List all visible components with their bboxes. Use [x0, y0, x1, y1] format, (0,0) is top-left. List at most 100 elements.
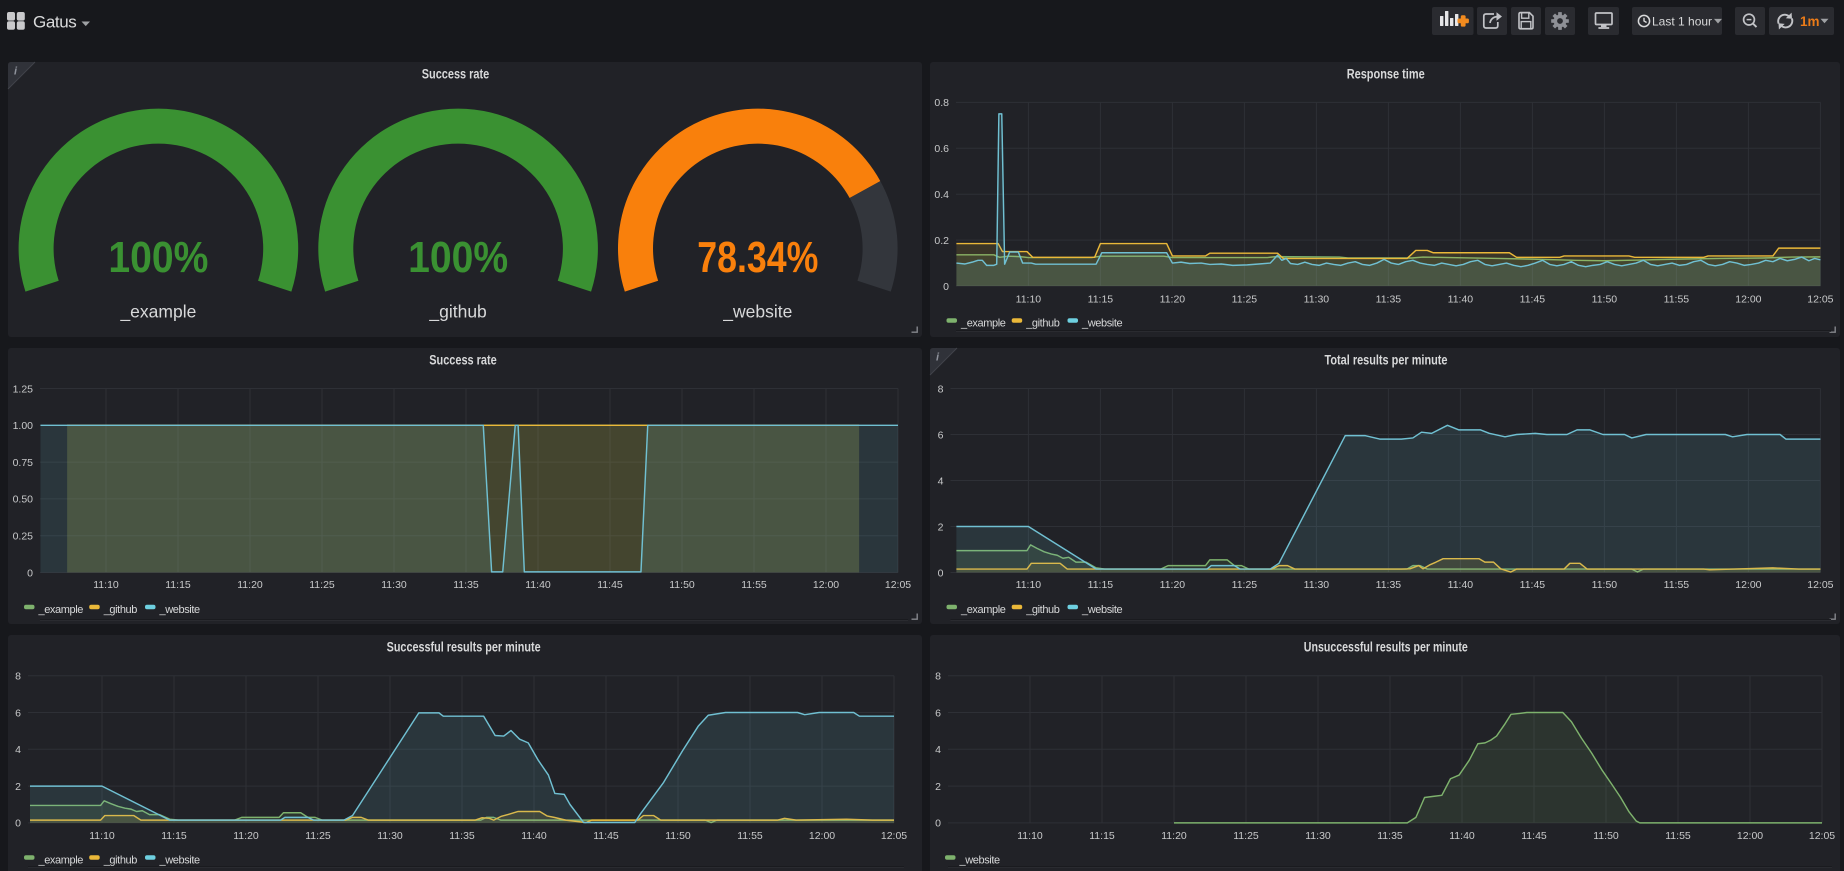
svg-text:6: 6: [935, 707, 941, 719]
svg-text:11:20: 11:20: [1161, 830, 1187, 842]
svg-text:0.25: 0.25: [13, 531, 34, 543]
svg-text:12:05: 12:05: [881, 830, 907, 842]
svg-text:12:05: 12:05: [885, 579, 911, 591]
svg-text:100%: 100%: [108, 233, 208, 282]
svg-text:i: i: [936, 352, 940, 364]
svg-text:11:45: 11:45: [593, 830, 619, 842]
svg-text:11:30: 11:30: [1305, 830, 1331, 842]
svg-text:11:35: 11:35: [1376, 293, 1402, 305]
svg-text:0.8: 0.8: [934, 97, 949, 109]
svg-text:Total results per minute: Total results per minute: [1325, 352, 1448, 367]
svg-text:11:50: 11:50: [1592, 293, 1618, 305]
svg-text:12:05: 12:05: [1809, 830, 1835, 842]
svg-text:11:25: 11:25: [1232, 579, 1258, 591]
svg-text:Successful results per minute: Successful results per minute: [387, 639, 541, 654]
svg-text:_github: _github: [1025, 317, 1060, 329]
svg-text:12:00: 12:00: [1735, 293, 1761, 305]
svg-text:12:00: 12:00: [1735, 579, 1761, 591]
svg-text:_website: _website: [159, 854, 200, 866]
svg-text:0: 0: [935, 818, 941, 830]
svg-text:Response time: Response time: [1347, 66, 1425, 81]
svg-text:_example: _example: [960, 604, 1006, 616]
svg-text:11:25: 11:25: [305, 830, 331, 842]
svg-text:11:25: 11:25: [309, 579, 335, 591]
svg-text:11:15: 11:15: [161, 830, 187, 842]
svg-text:11:50: 11:50: [1592, 579, 1618, 591]
svg-text:0.50: 0.50: [13, 494, 34, 506]
svg-text:11:10: 11:10: [1017, 830, 1043, 842]
svg-text:12:00: 12:00: [809, 830, 835, 842]
svg-text:0: 0: [15, 818, 21, 830]
svg-text:11:10: 11:10: [1016, 293, 1042, 305]
svg-text:0: 0: [938, 567, 944, 579]
svg-text:11:40: 11:40: [1448, 579, 1474, 591]
svg-text:6: 6: [938, 429, 944, 441]
svg-text:11:10: 11:10: [89, 830, 115, 842]
svg-text:4: 4: [938, 475, 944, 487]
svg-text:11:30: 11:30: [1304, 579, 1330, 591]
svg-text:11:15: 11:15: [1088, 293, 1114, 305]
svg-text:_website: _website: [159, 604, 200, 616]
svg-text:11:45: 11:45: [597, 579, 623, 591]
svg-text:Gatus: Gatus: [33, 13, 76, 32]
svg-text:11:30: 11:30: [381, 579, 407, 591]
svg-text:_example: _example: [38, 854, 84, 866]
svg-text:11:40: 11:40: [1449, 830, 1475, 842]
svg-text:0.4: 0.4: [934, 189, 949, 201]
svg-text:11:55: 11:55: [741, 579, 767, 591]
svg-text:11:50: 11:50: [665, 830, 691, 842]
svg-text:11:10: 11:10: [93, 579, 119, 591]
svg-text:11:10: 11:10: [1016, 579, 1042, 591]
svg-text:11:55: 11:55: [1664, 579, 1690, 591]
svg-text:_example: _example: [119, 302, 196, 323]
svg-text:11:35: 11:35: [1376, 579, 1402, 591]
svg-text:8: 8: [15, 671, 21, 683]
svg-text:11:40: 11:40: [1448, 293, 1474, 305]
svg-text:1.25: 1.25: [13, 383, 34, 395]
svg-text:12:05: 12:05: [1807, 579, 1833, 591]
svg-text:_website: _website: [1081, 604, 1122, 616]
svg-text:0.6: 0.6: [934, 143, 949, 155]
svg-text:11:25: 11:25: [1232, 293, 1258, 305]
svg-text:11:20: 11:20: [237, 579, 263, 591]
svg-text:11:30: 11:30: [1304, 293, 1330, 305]
svg-text:12:05: 12:05: [1807, 293, 1833, 305]
svg-text:_website: _website: [722, 302, 792, 323]
svg-text:11:20: 11:20: [1160, 293, 1186, 305]
svg-text:4: 4: [935, 744, 941, 756]
svg-text:0: 0: [943, 281, 949, 293]
svg-text:11:15: 11:15: [1088, 579, 1114, 591]
svg-text:_github: _github: [103, 604, 138, 616]
svg-text:11:45: 11:45: [1521, 830, 1547, 842]
svg-text:100%: 100%: [408, 233, 508, 282]
svg-text:_example: _example: [960, 317, 1006, 329]
svg-text:11:40: 11:40: [525, 579, 551, 591]
svg-text:4: 4: [15, 744, 21, 756]
svg-text:11:45: 11:45: [1520, 293, 1546, 305]
svg-text:11:20: 11:20: [233, 830, 259, 842]
svg-text:11:15: 11:15: [165, 579, 191, 591]
svg-text:_github: _github: [103, 854, 138, 866]
svg-text:12:00: 12:00: [1737, 830, 1763, 842]
svg-text:11:40: 11:40: [521, 830, 547, 842]
svg-text:11:50: 11:50: [669, 579, 695, 591]
svg-text:Success rate: Success rate: [422, 66, 490, 81]
svg-text:11:55: 11:55: [1664, 293, 1690, 305]
svg-text:_github: _github: [1025, 604, 1060, 616]
svg-text:11:35: 11:35: [453, 579, 479, 591]
svg-text:Success rate: Success rate: [429, 352, 497, 367]
svg-text:11:15: 11:15: [1089, 830, 1115, 842]
svg-text:_example: _example: [38, 604, 84, 616]
svg-text:Last 1 hour: Last 1 hour: [1652, 14, 1712, 28]
svg-text:0.75: 0.75: [13, 457, 34, 469]
svg-text:2: 2: [15, 781, 21, 793]
svg-text:0: 0: [27, 567, 33, 579]
svg-text:1.00: 1.00: [13, 420, 34, 432]
svg-text:0.2: 0.2: [934, 235, 949, 247]
svg-text:11:20: 11:20: [1160, 579, 1186, 591]
svg-text:11:25: 11:25: [1233, 830, 1259, 842]
svg-text:11:35: 11:35: [449, 830, 475, 842]
svg-text:8: 8: [938, 383, 944, 395]
svg-text:1m: 1m: [1800, 14, 1820, 29]
svg-text:12:00: 12:00: [813, 579, 839, 591]
